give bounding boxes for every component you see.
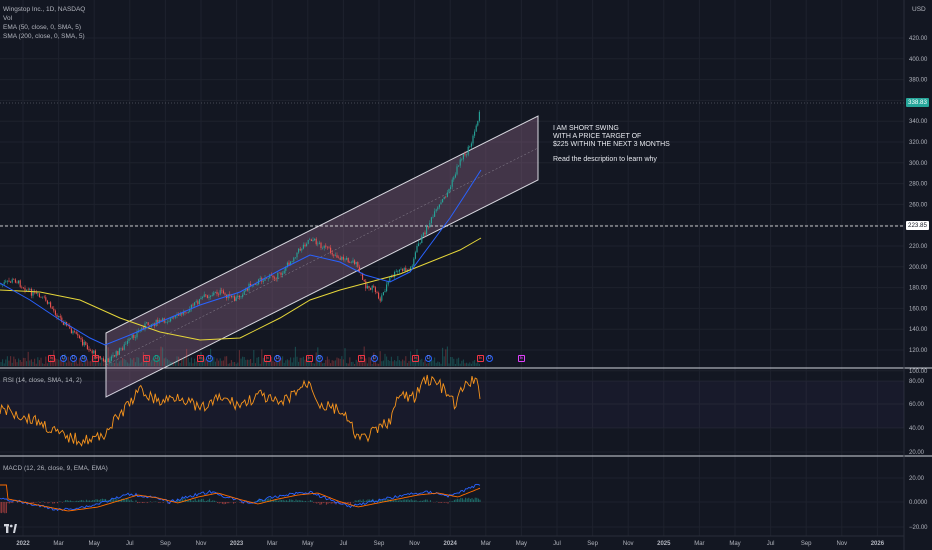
rsi-line[interactable]	[0, 374, 481, 447]
time-tick-label[interactable]: May	[729, 541, 740, 547]
event-marker-icon[interactable]: E	[197, 355, 204, 362]
event-marker-icon[interactable]: E	[143, 355, 150, 362]
legend-sma[interactable]: SMA (200, close, 0, SMA, 5)	[3, 33, 85, 40]
time-tick-label[interactable]: 2025	[657, 541, 671, 547]
tradingview-logo[interactable]	[4, 520, 17, 533]
time-tick-label[interactable]: 2022	[16, 541, 30, 547]
time-tick-label[interactable]: May	[302, 541, 313, 547]
time-tick-label[interactable]: Sep	[587, 541, 598, 547]
price-tick-label[interactable]: 300.00	[909, 161, 928, 167]
rsi-tick-label[interactable]: 40.00	[909, 426, 925, 432]
time-tick-label[interactable]: Mar	[481, 541, 491, 547]
rsi-tick-label[interactable]: 60.00	[909, 402, 925, 408]
time-tick-label[interactable]: May	[516, 541, 527, 547]
event-marker-icon[interactable]: D	[80, 355, 87, 362]
event-marker-icon[interactable]: D	[60, 355, 67, 362]
time-tick-label[interactable]: Sep	[160, 541, 171, 547]
macd-line[interactable]	[0, 483, 481, 512]
price-tick-label[interactable]: 280.00	[909, 182, 928, 188]
event-marker-icon[interactable]: E	[518, 355, 525, 362]
time-axis-labels[interactable]: 2022 Mar May Jul Sep Nov 2023 Mar May Jul Sep Nov 20…	[16, 541, 884, 547]
macd-histogram	[0, 497, 481, 514]
event-marker-icon[interactable]: E	[477, 355, 484, 362]
price-tick-label[interactable]: 180.00	[909, 286, 928, 292]
rsi-band	[0, 381, 904, 428]
time-tick-label[interactable]: Sep	[374, 541, 385, 547]
event-marker-icon[interactable]: D	[316, 355, 323, 362]
time-tick-label[interactable]: 2024	[444, 541, 458, 547]
event-marker-icon[interactable]: D	[274, 355, 281, 362]
event-marker-icon[interactable]: E	[92, 355, 99, 362]
time-tick-label[interactable]: Jul	[767, 541, 775, 547]
legend-symbol[interactable]: Wingstop Inc., 1D, NASDAQ	[3, 6, 86, 13]
legend-macd[interactable]: MACD (12, 26, close, 9, EMA, EMA)	[3, 465, 108, 472]
time-tick-label[interactable]: Jul	[126, 541, 134, 547]
macd-tick-label[interactable]: 20.00	[909, 476, 925, 482]
macd-signal-line[interactable]	[0, 484, 481, 512]
price-tick-label[interactable]: 200.00	[909, 265, 928, 271]
time-tick-label[interactable]: 2023	[230, 541, 244, 547]
event-marker-icon[interactable]: D	[153, 355, 160, 362]
price-axis-labels[interactable]: 420.00400.00380.00360.00340.00320.00300.…	[909, 36, 928, 531]
time-tick-label[interactable]: Sep	[801, 541, 812, 547]
event-marker-icon[interactable]: D	[486, 355, 493, 362]
price-candles[interactable]	[0, 110, 480, 364]
time-tick-label[interactable]: Nov	[196, 541, 207, 547]
macd-tick-label[interactable]: −20.00	[909, 525, 928, 531]
event-marker-icon[interactable]: E	[48, 355, 55, 362]
event-marker-icon[interactable]: E	[412, 355, 419, 362]
price-tick-label[interactable]: 380.00	[909, 78, 928, 84]
event-marker-icon[interactable]: E	[306, 355, 313, 362]
time-tick-label[interactable]: Jul	[340, 541, 348, 547]
rsi-tick-label[interactable]: 20.00	[909, 450, 925, 456]
event-marker-icon[interactable]: D	[371, 355, 378, 362]
legend-ema[interactable]: EMA (50, close, 0, SMA, 5)	[3, 24, 82, 31]
price-tick-label[interactable]: 220.00	[909, 244, 928, 250]
currency-label[interactable]: USD	[912, 6, 926, 13]
macd-tick-label[interactable]: 0.0000	[909, 500, 928, 506]
annotation-line-3: $225 WITHIN THE NEXT 3 MONTHS	[553, 141, 670, 148]
chart-annotation[interactable]: I AM SHORT SWING WITH A PRICE TARGET OF …	[553, 125, 670, 164]
channel-midline	[105, 147, 539, 366]
event-marker-icon[interactable]: D	[425, 355, 432, 362]
target-price-tag: 223.85	[906, 221, 929, 230]
time-tick-label[interactable]: Mar	[694, 541, 704, 547]
price-tick-label[interactable]: 340.00	[909, 119, 928, 125]
sma-200-line[interactable]	[0, 237, 482, 341]
time-tick-label[interactable]: Nov	[623, 541, 634, 547]
time-tick-label[interactable]: Nov	[409, 541, 420, 547]
annotation-line-2: WITH A PRICE TARGET OF	[553, 133, 642, 140]
time-tick-label[interactable]: Jul	[553, 541, 561, 547]
price-tick-label[interactable]: 400.00	[909, 57, 928, 63]
price-tick-label[interactable]: 320.00	[909, 140, 928, 146]
time-tick-label[interactable]: Mar	[267, 541, 277, 547]
price-tick-label[interactable]: 420.00	[909, 36, 928, 42]
price-tick-label[interactable]: 160.00	[909, 306, 928, 312]
event-marker-icon[interactable]: D	[206, 355, 213, 362]
rsi-tick-label[interactable]: 80.00	[909, 379, 925, 385]
price-tick-label[interactable]: 120.00	[909, 348, 928, 354]
last-price-tag: 338.83	[906, 98, 929, 107]
event-marker-icon[interactable]: E	[358, 355, 365, 362]
legend-volume[interactable]: Vol	[3, 15, 13, 22]
annotation-line-4: Read the description to learn why	[553, 156, 657, 163]
event-marker-icon[interactable]: E	[264, 355, 271, 362]
price-tick-label[interactable]: 100.00	[909, 369, 928, 375]
price-tick-label[interactable]: 260.00	[909, 202, 928, 208]
event-marker-icon[interactable]: D	[70, 355, 77, 362]
time-tick-label[interactable]: May	[89, 541, 100, 547]
time-tick-label[interactable]: Nov	[836, 541, 847, 547]
time-tick-label[interactable]: 2026	[871, 541, 885, 547]
ema-50-line[interactable]	[0, 169, 482, 346]
annotation-line-1: I AM SHORT SWING	[553, 125, 619, 132]
time-tick-label[interactable]: Mar	[53, 541, 63, 547]
legend-rsi[interactable]: RSI (14, close, SMA, 14, 2)	[3, 377, 82, 384]
grid-lines	[0, 0, 904, 536]
price-tick-label[interactable]: 140.00	[909, 327, 928, 333]
